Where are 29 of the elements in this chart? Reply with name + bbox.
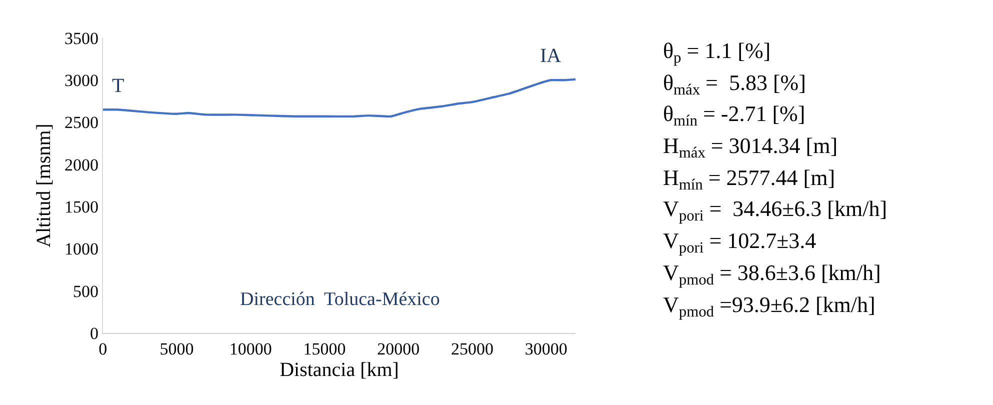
x-tick-label: 25000: [450, 339, 494, 358]
text: V$_{p}$$_{ori}$ = 34.46±6.3 [km/h]: [663, 196, 888, 225]
text: V$_{p}$$_{mod}$ =93.9±6.2 [km/h]: [663, 292, 876, 321]
x-axis-title: Distancia [km]: [280, 358, 399, 381]
text: H$_{mín}$ = 2577.44 [m]: [663, 165, 836, 194]
text: θ$_{máx}$ = 5.83 [%]: [663, 70, 806, 99]
y-axis-title: Altitud [msnm]: [33, 124, 55, 248]
x-tick-label: 30000: [524, 339, 568, 358]
y-tick-label: 1000: [64, 240, 98, 259]
text: H$_{máx}$ = 3014.34 [m]: [663, 133, 838, 162]
y-tick-label: 2500: [64, 113, 98, 132]
y-tick-label: 2000: [64, 155, 98, 174]
y-tick-label: 3500: [64, 28, 98, 48]
line-series: [102, 78, 576, 118]
y-tick-label: 0: [90, 324, 98, 343]
text: θ$_{mín}$ = -2.71 [%]: [663, 101, 806, 130]
annotation: IA: [540, 45, 562, 67]
y-tick-label: 3000: [64, 71, 98, 90]
text: V$_{p}$$_{mod}$ = 38.6±3.6 [km/h]: [663, 260, 881, 289]
text: V$_{p}$$_{ori}$ = 102.7±3.4: [663, 228, 816, 257]
annotation: Dirección Toluca-México: [240, 289, 440, 310]
y-tick-label: 500: [73, 282, 98, 301]
y-tick-label: 1500: [64, 198, 98, 217]
annotation: T: [112, 75, 124, 97]
x-tick-label: 15000: [303, 339, 346, 358]
x-tick-label: 5000: [160, 339, 194, 358]
x-tick-label: 20000: [377, 339, 420, 358]
x-tick-label: 10000: [229, 339, 272, 358]
text: θ$_{p}$ = 1.1 [%]: [663, 38, 771, 67]
